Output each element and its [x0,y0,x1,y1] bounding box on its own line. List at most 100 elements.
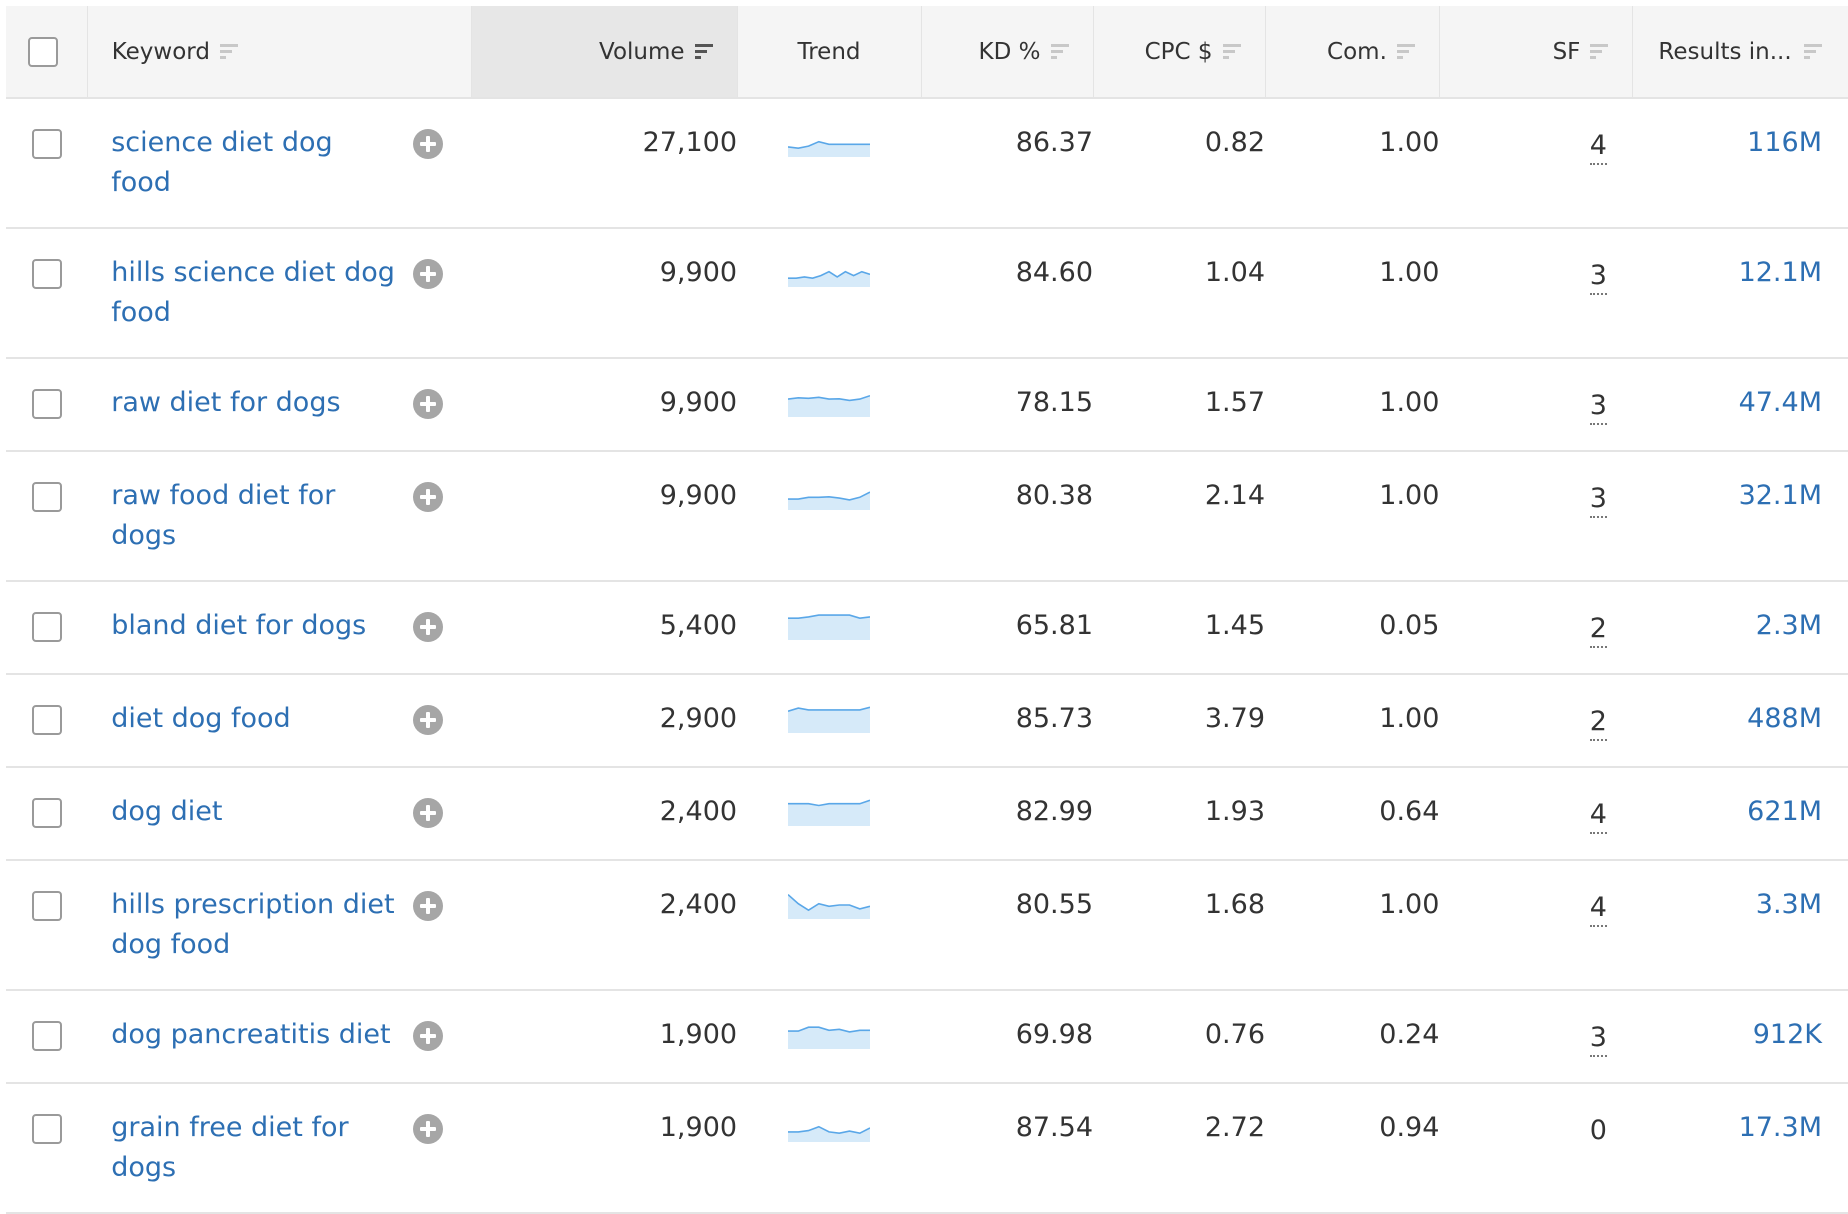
keyword-cell: dog pancreatitis diet [87,990,472,1083]
sf-value[interactable]: 4 [1589,129,1607,165]
trend-line [788,394,871,402]
results-link[interactable]: 12.1M [1738,257,1822,288]
kd-value: 80.55 [1015,889,1093,920]
results-cell: 32.1M [1633,451,1848,581]
header-volume[interactable]: Volume [471,6,738,99]
trend-sparkline [788,1026,871,1049]
com-cell: 1.00 [1265,228,1439,358]
row-checkbox[interactable] [32,1021,62,1051]
row-checkbox[interactable] [32,482,62,512]
header-cpc-label: CPC $ [1144,38,1213,65]
add-keyword-icon[interactable] [413,612,444,642]
results-link[interactable]: 488M [1747,703,1822,734]
sf-value[interactable]: 3 [1589,482,1607,518]
keyword-link[interactable]: bland diet for dogs [111,610,367,641]
keyword-link[interactable]: hills science diet dog food [111,257,395,328]
sort-icon[interactable] [1590,44,1609,59]
keyword-link[interactable]: diet dog food [111,703,291,734]
header-cpc[interactable]: CPC $ [1093,6,1266,99]
volume-value: 9,900 [659,480,738,511]
sort-icon[interactable] [1396,44,1415,59]
trend-cell [737,451,921,581]
header-keyword[interactable]: Keyword [87,6,473,99]
results-link[interactable]: 116M [1747,127,1822,158]
header-sf[interactable]: SF [1439,6,1634,99]
volume-value: 2,900 [659,703,738,734]
row-checkbox[interactable] [32,389,62,419]
keyword-link[interactable]: hills prescription diet dog food [111,889,395,960]
kd-value: 84.60 [1015,257,1093,288]
trend-line [788,140,871,150]
add-keyword-icon[interactable] [413,129,444,159]
keyword-link[interactable]: science diet dog food [111,127,333,198]
table-row: hills prescription diet dog food 2,400 80.… [6,860,1848,990]
sf-value[interactable]: 3 [1589,1021,1607,1057]
results-link[interactable]: 621M [1747,796,1822,827]
keyword-link[interactable]: dog diet [111,796,223,827]
results-link[interactable]: 2.3M [1755,610,1822,641]
row-checkbox[interactable] [32,705,62,735]
row-checkbox[interactable] [32,259,62,289]
com-cell: 1.00 [1265,860,1439,990]
header-com[interactable]: Com. [1265,6,1440,99]
results-link[interactable]: 47.4M [1738,387,1822,418]
add-keyword-icon[interactable] [413,891,444,921]
kd-value: 69.98 [1015,1019,1093,1050]
keyword-link[interactable]: grain free diet for dogs [111,1112,349,1183]
add-keyword-icon[interactable] [413,482,444,512]
keyword-link[interactable]: raw diet for dogs [111,387,341,418]
trend-area [788,492,871,510]
sort-icon[interactable] [1222,44,1241,59]
sort-icon[interactable] [219,44,238,59]
add-keyword-icon[interactable] [413,259,444,289]
sf-cell: 4 [1439,98,1633,228]
volume-cell: 2,900 [472,674,737,767]
sort-icon[interactable] [1050,44,1069,59]
add-keyword-icon[interactable] [413,389,444,419]
select-all-checkbox[interactable] [28,36,58,67]
volume-value: 1,900 [659,1112,738,1143]
results-link[interactable]: 17.3M [1738,1112,1822,1143]
sf-value[interactable]: 4 [1589,798,1607,834]
header-kd[interactable]: KD % [921,6,1094,99]
sf-value[interactable]: 4 [1589,891,1607,927]
sf-value[interactable]: 3 [1589,259,1607,295]
row-checkbox[interactable] [32,1114,62,1144]
add-keyword-icon[interactable] [413,798,444,828]
add-keyword-icon[interactable] [413,705,444,735]
sf-value[interactable]: 2 [1589,612,1607,648]
sf-value[interactable]: 2 [1589,705,1607,741]
kd-value: 86.37 [1015,127,1093,158]
add-keyword-icon[interactable] [413,1021,444,1051]
results-cell: 2.3M [1633,581,1848,674]
keyword-link[interactable]: raw food diet for dogs [111,480,336,551]
row-checkbox[interactable] [32,891,62,921]
keyword-link[interactable]: dog pancreatitis diet [111,1019,391,1050]
keyword-cell: dog diet [87,767,472,860]
header-select-all[interactable] [6,6,88,99]
com-value: 1.00 [1379,889,1440,920]
row-select-cell [6,581,87,674]
sf-cell: 4 [1439,860,1633,990]
add-keyword-icon[interactable] [413,1114,444,1144]
volume-cell: 9,900 [472,228,737,358]
results-link[interactable]: 912K [1752,1019,1822,1050]
keyword-cell: hills prescription diet dog food [87,860,472,990]
sf-cell: 3 [1439,358,1633,451]
sort-desc-icon[interactable] [694,44,713,59]
row-checkbox[interactable] [32,612,62,642]
sf-value[interactable]: 3 [1589,389,1607,425]
cpc-value: 1.93 [1204,796,1265,827]
trend-cell [737,674,921,767]
kd-value: 65.81 [1015,610,1093,641]
volume-cell: 9,900 [472,358,737,451]
results-link[interactable]: 32.1M [1738,480,1822,511]
header-results[interactable]: Results in... [1632,6,1848,99]
row-checkbox[interactable] [32,129,62,159]
sort-icon[interactable] [1804,44,1822,59]
volume-value: 27,100 [642,127,738,158]
sf-cell: 2 [1439,674,1633,767]
results-link[interactable]: 3.3M [1755,889,1822,920]
row-checkbox[interactable] [32,798,62,828]
header-keyword-label: Keyword [111,38,210,65]
